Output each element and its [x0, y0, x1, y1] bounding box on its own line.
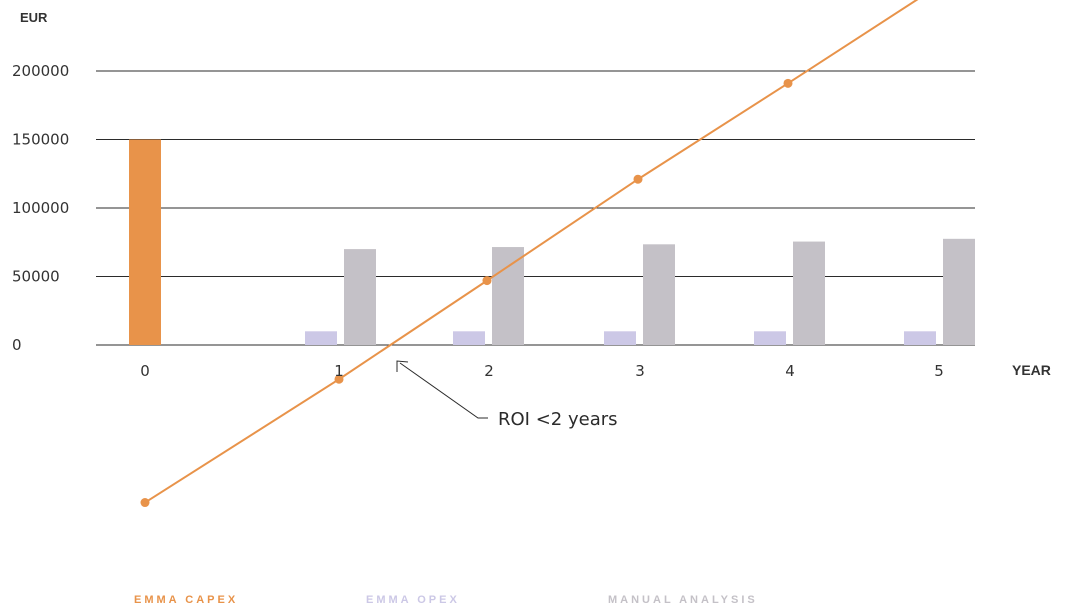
manual-bar — [643, 244, 675, 345]
opex-bar — [604, 331, 636, 345]
opex-bar — [904, 331, 936, 345]
annotation: ROI <2 years — [396, 360, 618, 430]
x-tick-label: 0 — [140, 362, 150, 380]
x-tick-label: 5 — [934, 362, 944, 380]
manual-bar — [344, 249, 376, 345]
x-tick-label: 3 — [635, 362, 645, 380]
manual-bar — [793, 241, 825, 345]
y-axis-label: EUR — [20, 10, 48, 25]
manual-bar — [492, 247, 524, 345]
gridlines — [96, 70, 975, 346]
x-axis-label: YEAR — [1012, 362, 1051, 378]
roi-line-point — [482, 276, 492, 286]
roi-line-point — [334, 374, 344, 384]
axes: EUR YEAR 0 50000 100000 150000 200000 0 1 2 3 4 5 — [12, 10, 1051, 380]
manual-bar — [943, 238, 975, 345]
y-tick-label: 100000 — [12, 199, 69, 217]
opex-bar — [754, 331, 786, 345]
roi-line-path — [144, 0, 919, 504]
annotation-leader-line — [399, 362, 488, 419]
y-tick-label: 0 — [12, 336, 22, 354]
annotation-label: ROI <2 years — [498, 409, 618, 430]
x-tick-label: 2 — [484, 362, 494, 380]
x-tick-label: 4 — [785, 362, 795, 380]
legend-emma-capex: EMMA CAPEX — [134, 594, 239, 606]
opex-bar — [305, 331, 337, 345]
roi-line-point — [633, 174, 643, 184]
roi-line-point — [783, 78, 793, 88]
legend-manual-analysis: MANUAL ANALYSIS — [608, 594, 758, 606]
capex-bar — [129, 139, 161, 345]
annotation-arrowhead — [396, 360, 409, 372]
y-tick-label: 200000 — [12, 62, 69, 80]
y-tick-label: 150000 — [12, 131, 69, 149]
bars — [129, 139, 975, 345]
legend-emma-opex: EMMA OPEX — [366, 594, 460, 606]
roi-line — [140, 0, 919, 508]
opex-bar — [453, 331, 485, 345]
roi-line-point — [140, 498, 150, 508]
x-tick-label: 1 — [334, 362, 344, 380]
y-tick-label: 50000 — [12, 268, 60, 286]
